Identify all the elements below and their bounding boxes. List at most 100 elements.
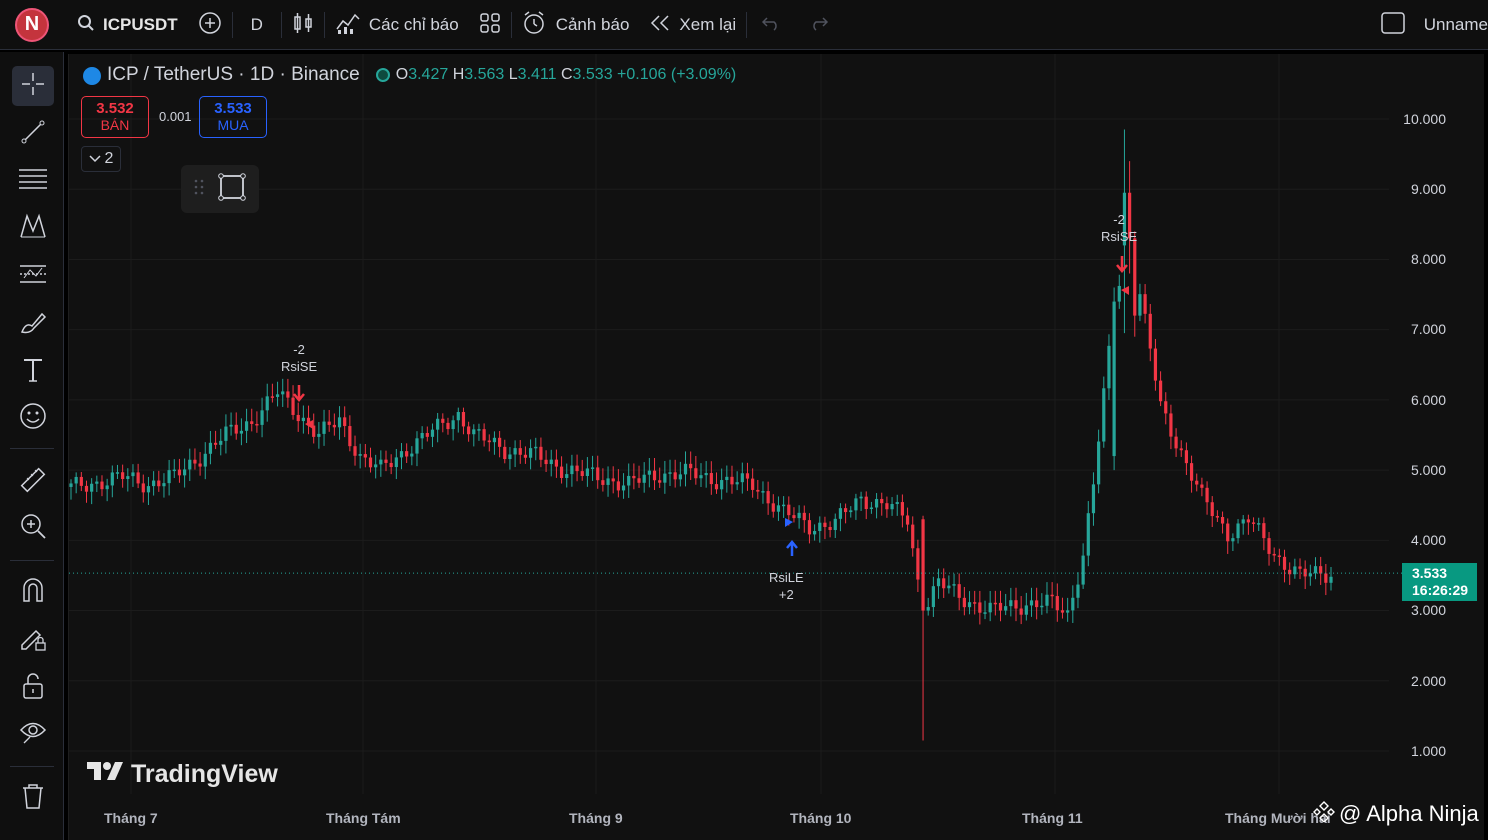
price-axis-label: 2.000	[1410, 673, 1446, 689]
candle-body	[213, 442, 218, 445]
candle-body	[678, 474, 682, 480]
candle-body	[1267, 538, 1271, 554]
candle-body	[1282, 556, 1287, 570]
candle-body	[126, 476, 130, 479]
text-tool[interactable]	[12, 352, 54, 392]
candle-body	[110, 472, 114, 486]
interval-button[interactable]: D	[233, 0, 281, 50]
layout-name: Unname	[1423, 14, 1488, 34]
trendline-tool[interactable]	[12, 114, 54, 154]
alerts-button[interactable]: Cảnh báo	[512, 0, 640, 50]
buy-button[interactable]: 3.533 MUA	[199, 96, 267, 138]
templates-button[interactable]	[469, 0, 511, 50]
zoom-tool[interactable]	[12, 508, 54, 548]
candle-body	[534, 446, 538, 449]
visibility-tool[interactable]	[12, 714, 54, 754]
drag-handle-icon[interactable]	[194, 178, 204, 201]
sell-button[interactable]: 3.532 BÁN	[81, 96, 149, 138]
candle-body	[1262, 523, 1266, 539]
magnet-tool[interactable]	[12, 572, 54, 612]
buy-price: 3.533	[214, 100, 252, 117]
toolbar-divider	[10, 448, 54, 449]
candle-body	[1004, 606, 1008, 611]
candle-body	[1241, 519, 1245, 524]
rectangle-select-icon[interactable]	[217, 172, 247, 207]
candle-body	[575, 465, 579, 472]
chart-pane[interactable]: ICP / TetherUS · 1D · Binance O3.427 H3.…	[68, 54, 1484, 840]
candle-body	[446, 422, 450, 430]
signal-label-3: -2 RsiSE	[1101, 211, 1137, 245]
candle-body	[384, 459, 388, 463]
candle-body	[498, 437, 502, 447]
signal-name: RsiLE	[769, 570, 804, 585]
search-icon	[77, 14, 95, 36]
alerts-label: Cảnh báo	[555, 14, 630, 34]
price-axis-label: 7.000	[1410, 321, 1446, 337]
lock-drawing-tool[interactable]	[12, 620, 54, 660]
candle-body	[1179, 448, 1183, 451]
candle-body	[621, 485, 626, 491]
collapse-count: 2	[104, 150, 114, 167]
ruler-tool[interactable]	[12, 462, 54, 502]
brush-tool[interactable]	[12, 304, 54, 344]
candle-body	[332, 424, 336, 428]
candle-body	[1014, 600, 1018, 609]
pattern-tool[interactable]	[12, 208, 54, 248]
tradingview-mark-icon	[85, 760, 125, 789]
interval-label: D	[250, 14, 263, 34]
delete-tool[interactable]	[12, 778, 54, 818]
candle-body	[704, 473, 708, 476]
low-value: 3.411	[517, 66, 557, 83]
candle-body	[239, 430, 244, 434]
candle-body	[203, 453, 207, 467]
candle-body	[74, 476, 78, 484]
buy-label: MUA	[217, 117, 249, 133]
candle-body	[699, 475, 703, 479]
chart-type-button[interactable]	[282, 0, 324, 50]
candle-body	[1257, 523, 1261, 525]
candle-body	[255, 423, 259, 426]
price-chart[interactable]	[69, 54, 1485, 840]
toolbar-divider	[10, 766, 54, 767]
emoji-tool[interactable]	[12, 398, 54, 438]
candle-body	[782, 504, 786, 507]
candle-body	[1220, 517, 1225, 524]
signal-qty: +2	[778, 587, 794, 602]
prediction-icon	[18, 260, 48, 293]
candle-body	[689, 463, 693, 469]
candle-body	[694, 468, 698, 479]
candle-body	[1040, 605, 1044, 608]
symbol-search-button[interactable]: ICPUSDT	[67, 0, 188, 50]
layout-button[interactable]: Unname	[1370, 0, 1488, 50]
prediction-tool[interactable]	[12, 256, 54, 296]
undo-button[interactable]	[747, 0, 795, 50]
candle-body	[988, 602, 992, 613]
signal-label-2: RsiLE +2	[769, 569, 804, 603]
candle-body	[720, 480, 724, 490]
replay-button[interactable]: Xem lại	[639, 0, 746, 50]
candle-body	[843, 508, 848, 513]
candle-body	[456, 412, 460, 421]
candle-body	[585, 468, 589, 477]
rewind-icon	[649, 14, 671, 36]
indicators-collapse-button[interactable]: 2	[81, 146, 121, 172]
candle-body	[244, 421, 249, 431]
open-label: O	[395, 66, 409, 83]
bar-countdown: 16:26:29	[1412, 582, 1469, 598]
compare-button[interactable]	[188, 0, 232, 50]
indicators-button[interactable]: Các chỉ báo	[325, 0, 469, 50]
user-avatar[interactable]: N	[15, 7, 49, 42]
candle-body	[503, 446, 507, 460]
tradingview-logo[interactable]: TradingView	[85, 760, 278, 789]
candle-body	[95, 481, 99, 484]
candle-body	[425, 432, 429, 437]
redo-button[interactable]	[795, 0, 843, 50]
candle-body	[611, 478, 615, 482]
indicators-label: Các chỉ báo	[368, 14, 459, 34]
lock-tool[interactable]	[12, 668, 54, 708]
high-value: 3.563	[464, 66, 505, 83]
fib-tool[interactable]	[12, 160, 54, 200]
candle-body	[141, 483, 145, 493]
crosshair-tool[interactable]	[12, 66, 54, 106]
candle-body	[1117, 285, 1121, 302]
